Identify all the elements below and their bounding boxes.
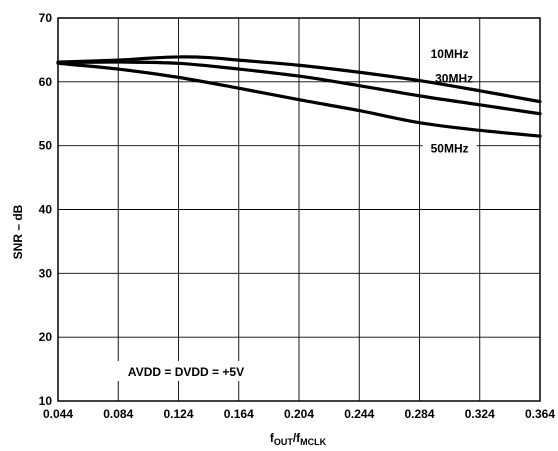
x-tick-label: 0.244	[344, 407, 374, 421]
y-tick-label: 70	[39, 11, 53, 25]
y-tick-label: 60	[39, 75, 53, 89]
series-labels: 10MHz 30MHz 50MHz	[422, 47, 477, 157]
x-tick-labels: 0.044 0.084 0.124 0.164 0.204 0.244 0.284 0.324…	[43, 407, 555, 421]
x-tick-label: 0.124	[163, 407, 193, 421]
series-line-10mhz	[56, 55, 542, 104]
y-tick-label: 30	[39, 266, 53, 280]
series-line-50mhz	[56, 61, 542, 138]
series-label-background	[422, 140, 477, 157]
annotation-background	[98, 361, 276, 381]
supply-annotation: AVDD = DVDD = +5V	[128, 365, 244, 379]
x-axis-label-f1: f	[270, 431, 275, 445]
x-axis-label-sub1: OUT	[274, 437, 294, 447]
y-tick-labels: 10 20 30 40 50 60 70	[39, 11, 53, 408]
series-label-50mhz: 50MHz	[431, 142, 469, 156]
series-label-10mhz: 10MHz	[431, 47, 469, 61]
x-tick-label: 0.204	[284, 407, 314, 421]
x-axis-label-slash: /	[293, 431, 297, 445]
x-tick-label: 0.084	[103, 407, 133, 421]
y-tick-label: 40	[39, 203, 53, 217]
x-tick-label: 0.164	[224, 407, 254, 421]
x-tick-label: 0.044	[43, 407, 73, 421]
series-lines	[56, 55, 542, 138]
series-line-30mhz	[56, 60, 542, 116]
y-tick-label: 10	[39, 394, 53, 408]
x-axis-label: fOUT/fMCLK	[270, 431, 327, 447]
series-label-30mhz: 30MHz	[435, 71, 473, 85]
y-tick-label: 20	[39, 330, 53, 344]
x-tick-label: 0.284	[404, 407, 434, 421]
plot-frame	[57, 17, 541, 402]
y-axis-label: SNR – dB	[11, 204, 25, 259]
x-axis-label-sub2: MCLK	[300, 437, 326, 447]
x-tick-label: 0.364	[525, 407, 555, 421]
x-tick-label: 0.324	[465, 407, 495, 421]
x-axis-label-f2: f	[296, 431, 301, 445]
y-tick-label: 50	[39, 139, 53, 153]
